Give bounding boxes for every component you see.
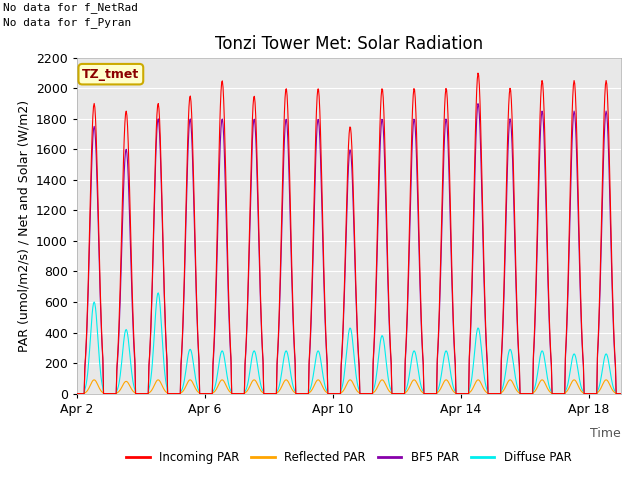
Y-axis label: PAR (umol/m2/s) / Net and Solar (W/m2): PAR (umol/m2/s) / Net and Solar (W/m2) [17, 99, 30, 352]
Text: Time: Time [590, 427, 621, 440]
Legend: Incoming PAR, Reflected PAR, BF5 PAR, Diffuse PAR: Incoming PAR, Reflected PAR, BF5 PAR, Di… [121, 446, 577, 469]
Text: No data for f_Pyran: No data for f_Pyran [3, 17, 131, 28]
Title: Tonzi Tower Met: Solar Radiation: Tonzi Tower Met: Solar Radiation [215, 35, 483, 53]
Text: No data for f_NetRad: No data for f_NetRad [3, 2, 138, 13]
Text: TZ_tmet: TZ_tmet [82, 68, 140, 81]
